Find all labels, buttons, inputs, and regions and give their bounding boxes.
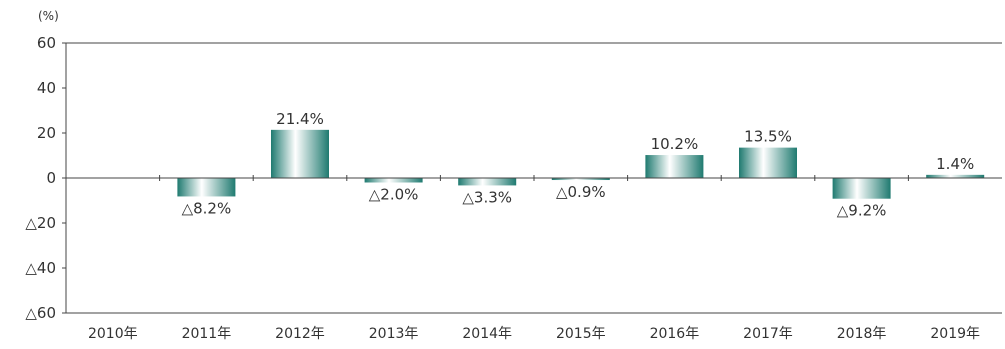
y-tick-label: △20	[25, 214, 56, 232]
x-tick-label: 2013年	[369, 326, 419, 342]
data-label: 13.5%	[744, 128, 792, 146]
y-tick-label: 40	[37, 79, 56, 97]
data-label: △0.9%	[556, 183, 606, 201]
x-tick-label: 2019年	[930, 326, 980, 342]
data-labels: △8.2% 21.4% △2.0% △3.3% △0.9% 10.2% 13.5% △9.2%…	[182, 110, 975, 220]
y-tick-label: 20	[37, 124, 56, 142]
y-tick-label: 0	[46, 169, 56, 187]
bar	[271, 129, 329, 178]
plot-frame	[65, 42, 1002, 314]
bars	[177, 129, 985, 199]
x-tick-label: 2018年	[837, 326, 887, 342]
y-tick-label: △40	[25, 259, 56, 277]
y-tick-label: △60	[25, 304, 56, 322]
x-tick-label: 2017年	[743, 326, 793, 342]
x-tick-label: 2012年	[275, 326, 325, 342]
x-axis: 2010年 2011年 2012年 2013年 2014年 2015年 2016年 2017年…	[88, 326, 980, 342]
bar	[739, 147, 797, 178]
bar	[458, 178, 517, 186]
x-tick-label: 2016年	[650, 326, 700, 342]
x-tick-label: 2010年	[88, 326, 138, 342]
x-tick-label: 2011年	[182, 326, 232, 342]
y-axis: 60 40 20 0 △20 △40 △60	[25, 34, 66, 322]
y-unit-label: (%)	[38, 9, 59, 23]
bar	[926, 174, 985, 178]
data-label: △9.2%	[837, 202, 887, 220]
x-tick-label: 2014年	[462, 326, 512, 342]
bar	[645, 155, 704, 178]
data-label: 1.4%	[936, 155, 974, 173]
data-label: 10.2%	[651, 135, 699, 153]
bar	[364, 178, 423, 183]
y-tick-label: 60	[37, 34, 56, 52]
bar	[832, 178, 891, 199]
data-label: △3.3%	[462, 188, 512, 206]
bar	[177, 178, 236, 197]
data-label: △8.2%	[182, 199, 232, 217]
data-label: △2.0%	[369, 186, 419, 204]
x-tick-label: 2015年	[556, 326, 606, 342]
data-label: 21.4%	[276, 110, 324, 128]
bar	[551, 178, 610, 181]
